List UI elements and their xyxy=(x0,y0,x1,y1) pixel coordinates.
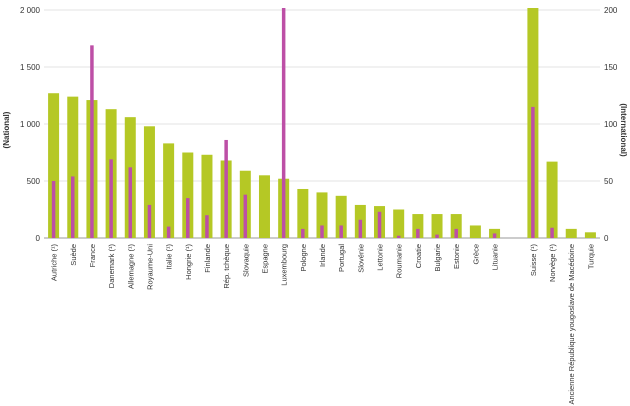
category-label: Lettonie xyxy=(376,244,385,271)
left-axis-ticks: 0 500 1 000 1 500 2 000 xyxy=(20,6,41,243)
national-bar xyxy=(431,214,443,238)
category-label: Danemark (¹) xyxy=(107,244,116,289)
international-bar xyxy=(396,235,401,238)
national-bar xyxy=(297,188,309,238)
national-bar xyxy=(67,96,79,238)
right-tick-label: 50 xyxy=(604,177,613,186)
right-axis-title: (International) xyxy=(619,103,628,157)
national-bar xyxy=(163,143,175,238)
category-label: Lituanie xyxy=(491,244,500,270)
category-label: Finlande xyxy=(203,244,212,273)
right-tick-label: 200 xyxy=(604,6,618,15)
international-bar xyxy=(205,215,209,238)
left-tick-label: 0 xyxy=(36,234,41,243)
category-label: Turquie xyxy=(586,244,595,269)
international-bar xyxy=(166,226,171,238)
national-bar xyxy=(182,152,194,238)
international-bar xyxy=(128,167,133,238)
national-bar xyxy=(143,126,155,238)
category-label: Norvège (¹) xyxy=(548,244,557,282)
national-bar xyxy=(48,93,60,238)
category-label: Allemagne (¹) xyxy=(126,243,135,289)
left-tick-label: 500 xyxy=(27,177,41,186)
international-bar xyxy=(51,181,56,238)
international-bar xyxy=(147,204,152,238)
international-bar xyxy=(243,194,248,238)
national-bar xyxy=(201,154,213,238)
national-bar xyxy=(316,192,328,238)
left-axis-title: (National) xyxy=(2,111,11,148)
national-bar xyxy=(393,209,405,238)
international-bar xyxy=(454,228,458,238)
national-bar xyxy=(565,228,577,238)
category-label: Rép. tchèque xyxy=(222,244,231,289)
category-label: France xyxy=(88,244,97,267)
left-tick-label: 2 000 xyxy=(20,6,41,15)
international-bar xyxy=(377,211,382,238)
category-label: Luxembourg xyxy=(280,244,289,286)
national-bar xyxy=(258,175,270,238)
right-axis-ticks: 0 50 100 150 200 xyxy=(604,6,618,243)
left-tick-label: 1 000 xyxy=(20,120,41,129)
category-label: Pologne xyxy=(299,244,308,272)
gridlines xyxy=(44,9,600,239)
category-label: Autriche (¹) xyxy=(50,244,59,282)
category-label: Suède xyxy=(69,244,78,266)
category-label: Slovénie xyxy=(356,244,365,273)
international-bar xyxy=(224,139,228,238)
national-bar xyxy=(584,232,596,238)
national-bar xyxy=(469,225,481,238)
international-bar xyxy=(492,233,497,238)
international-bar xyxy=(320,225,324,238)
category-label: Espagne xyxy=(260,244,269,274)
international-bar xyxy=(550,227,554,238)
category-labels: Autriche (¹) Suède France Danemark (¹) Allem… xyxy=(50,243,596,404)
national-bar xyxy=(335,195,347,238)
category-label: Irlande xyxy=(318,244,327,267)
international-bar xyxy=(90,45,94,239)
right-tick-label: 100 xyxy=(604,120,618,129)
national-bar xyxy=(546,161,558,238)
category-label: Slovaquie xyxy=(241,244,250,277)
left-tick-label: 1 500 xyxy=(20,63,41,72)
category-label: Portugal xyxy=(337,244,346,272)
category-label: Suisse (¹) xyxy=(529,244,538,277)
national-bar xyxy=(450,214,462,238)
category-label: Bulgarie xyxy=(433,244,442,272)
international-bar xyxy=(416,228,420,238)
international-bar xyxy=(301,228,305,238)
right-tick-label: 0 xyxy=(604,234,609,243)
international-bar xyxy=(358,219,363,238)
international-bar xyxy=(186,198,190,238)
category-label: Grèce xyxy=(471,244,480,264)
category-label: Estonie xyxy=(452,244,461,269)
international-bar xyxy=(71,176,75,238)
category-label: Royaume-Uni xyxy=(145,244,154,290)
international-bar xyxy=(281,8,286,238)
international-bar xyxy=(435,234,439,238)
category-label: Italie (¹) xyxy=(165,244,174,270)
international-bar xyxy=(531,106,535,239)
national-bar xyxy=(412,214,424,238)
category-label: Ancienne République yougoslave de Macédo… xyxy=(567,244,576,405)
category-label: Croatie xyxy=(414,244,423,268)
category-label: Hongrie (¹) xyxy=(184,244,193,280)
right-tick-label: 150 xyxy=(604,63,618,72)
category-label: Roumanie xyxy=(395,244,404,278)
international-bar xyxy=(339,225,343,238)
international-bar xyxy=(109,159,113,238)
international-bars xyxy=(51,8,554,239)
